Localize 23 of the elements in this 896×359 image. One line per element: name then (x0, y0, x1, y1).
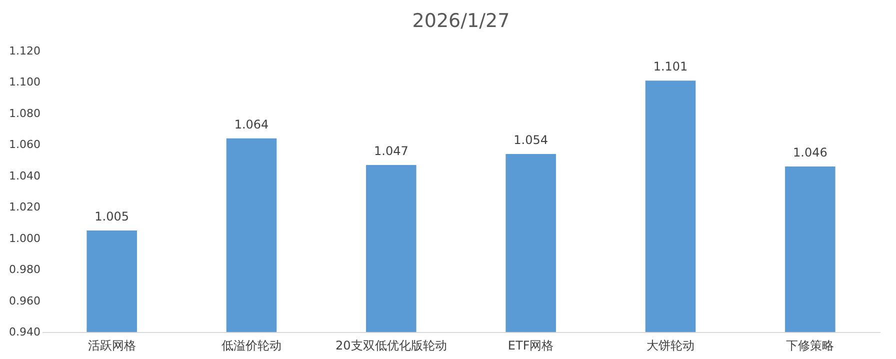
data-label: 1.064 (234, 117, 269, 132)
data-label: 1.047 (374, 144, 408, 158)
x-tick-label: ETF网格 (508, 338, 554, 352)
chart-title: 2026/1/27 (412, 10, 510, 32)
x-tick-label: 20支双低优化版轮动 (336, 338, 447, 352)
y-tick-label: 1.080 (9, 106, 40, 120)
y-tick-label: 0.960 (9, 294, 40, 308)
y-tick-label: 1.100 (9, 76, 40, 89)
y-tick-label: 1.040 (9, 169, 40, 182)
x-tick-label: 下修策略 (786, 338, 834, 352)
x-tick-label: 活跃网格 (88, 338, 136, 352)
y-tick-label: 0.940 (9, 326, 40, 338)
data-label: 1.005 (94, 210, 130, 224)
y-tick-label: 1.120 (9, 44, 40, 58)
data-label: 1.046 (792, 146, 828, 160)
data-label: 1.054 (514, 133, 548, 148)
y-tick-label: 1.060 (9, 138, 40, 152)
y-tick-label: 1.020 (9, 200, 40, 214)
data-label: 1.101 (653, 60, 688, 74)
x-tick-label: 低溢价轮动 (222, 338, 282, 352)
y-tick-label: 0.980 (9, 263, 40, 276)
x-tick-label: 大饼轮动 (646, 338, 694, 352)
y-tick-label: 1.000 (9, 232, 40, 245)
